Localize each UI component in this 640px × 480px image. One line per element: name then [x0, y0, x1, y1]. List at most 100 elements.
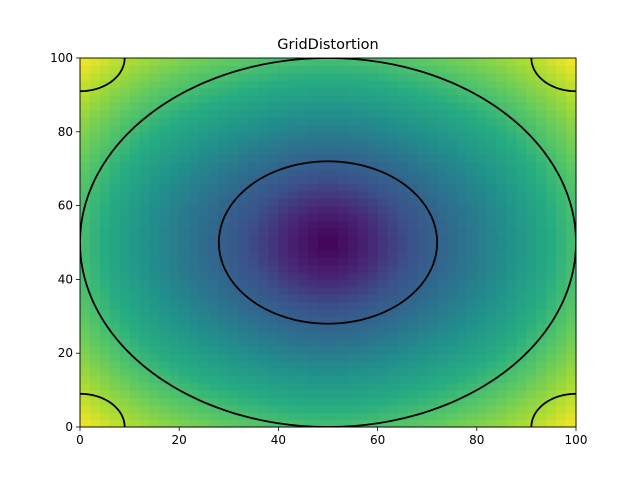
heatmap-cell [367, 404, 379, 413]
heatmap-cell [318, 220, 329, 229]
heatmap-cell [169, 58, 180, 66]
heatmap-cell [248, 65, 260, 74]
heatmap-cell [308, 264, 319, 273]
heatmap-cell [516, 102, 527, 111]
heatmap-cell [407, 331, 418, 340]
heatmap-cell [357, 242, 369, 251]
heatmap-cell [308, 301, 319, 310]
heatmap-cell [99, 72, 111, 81]
heatmap-cell [169, 168, 180, 177]
heatmap-cell [536, 168, 547, 177]
heatmap-cell [556, 109, 567, 118]
heatmap-cell [516, 220, 527, 229]
heatmap-cell [447, 353, 458, 362]
heatmap-cell [437, 353, 448, 362]
heatmap-cell [278, 390, 289, 399]
heatmap-cell [526, 65, 537, 74]
heatmap-cell [357, 153, 369, 162]
heatmap-cell [298, 272, 309, 280]
heatmap-cell [149, 294, 160, 303]
heatmap-cell [268, 338, 279, 347]
heatmap-cell [159, 72, 170, 81]
heatmap-cell [99, 360, 111, 369]
heatmap-cell [129, 183, 141, 192]
heatmap-cell [258, 353, 270, 362]
heatmap-cell [427, 139, 438, 148]
heatmap-cell [456, 176, 468, 185]
heatmap-cell [377, 375, 389, 384]
heatmap-cell [397, 190, 408, 199]
heatmap-cell [437, 94, 448, 103]
heatmap-cell [337, 367, 349, 376]
heatmap-cell [357, 404, 369, 413]
heatmap-cell [268, 382, 279, 391]
heatmap-cell [308, 65, 319, 74]
heatmap-cell [119, 117, 131, 126]
heatmap-cell [89, 308, 101, 317]
heatmap-cell [278, 190, 289, 199]
heatmap-cell [129, 205, 141, 214]
heatmap-cell [546, 331, 557, 340]
heatmap-cell [248, 353, 260, 362]
heatmap-cell [139, 117, 151, 126]
heatmap-cell [377, 331, 389, 340]
heatmap-cell [89, 367, 101, 376]
heatmap-cell [566, 220, 577, 229]
heatmap-cell [238, 124, 250, 133]
heatmap-cell [328, 176, 339, 185]
heatmap-cell [347, 124, 359, 133]
heatmap-cell [506, 190, 518, 199]
heatmap-cell [456, 264, 468, 273]
heatmap-cell [129, 65, 141, 74]
heatmap-cell [169, 102, 180, 111]
heatmap-cell [456, 331, 468, 340]
heatmap-cell [486, 308, 498, 317]
heatmap-cell [417, 360, 428, 369]
heatmap-cell [347, 397, 359, 406]
heatmap-cell [298, 249, 309, 258]
heatmap-cell [387, 331, 399, 340]
heatmap-cell [199, 168, 210, 177]
heatmap-cell [566, 323, 577, 332]
heatmap-cell [476, 87, 488, 96]
heatmap-cell [546, 87, 557, 96]
heatmap-cell [189, 257, 200, 266]
heatmap-cell [208, 205, 220, 214]
heatmap-cell [149, 161, 160, 170]
heatmap-cell [506, 257, 518, 266]
heatmap-cell [347, 220, 359, 229]
heatmap-cell [496, 412, 508, 421]
heatmap-cell [139, 183, 151, 192]
heatmap-cell [129, 404, 141, 413]
heatmap-cell [248, 139, 260, 148]
heatmap-cell [308, 117, 319, 126]
heatmap-cell [318, 183, 329, 192]
heatmap-cell [199, 117, 210, 126]
heatmap-cell [447, 220, 458, 229]
heatmap-cell [189, 294, 200, 303]
heatmap-cell [228, 205, 240, 214]
heatmap-cell [208, 404, 220, 413]
heatmap-cell [387, 294, 399, 303]
heatmap-cell [99, 161, 111, 170]
heatmap-cell [268, 294, 279, 303]
heatmap-cell [169, 257, 180, 266]
heatmap-cell [526, 220, 537, 229]
heatmap-cell [199, 146, 210, 155]
heatmap-cell [387, 323, 399, 332]
heatmap-cell [466, 308, 478, 317]
heatmap-cell [80, 397, 91, 406]
heatmap-cell [407, 205, 418, 214]
heatmap-cell [506, 338, 518, 347]
heatmap-cell [486, 153, 498, 162]
heatmap-cell [377, 109, 389, 118]
heatmap-cell [347, 117, 359, 126]
heatmap-cell [447, 183, 458, 192]
contour-line [80, 58, 126, 93]
heatmap-cell [466, 139, 478, 148]
heatmap-cell [308, 183, 319, 192]
heatmap-cell [486, 257, 498, 266]
heatmap-cell [377, 65, 389, 74]
heatmap-cell [427, 345, 438, 354]
heatmap-cell [377, 124, 389, 133]
